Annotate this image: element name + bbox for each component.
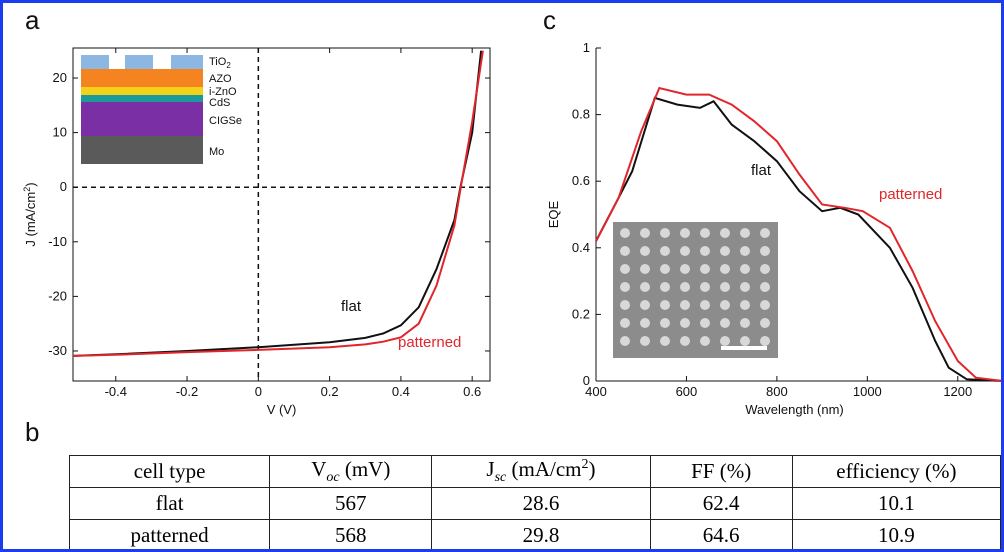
series-label: patterned: [879, 186, 942, 203]
layer-text: i-ZnO: [209, 86, 237, 98]
layer-label: CIGSe: [209, 115, 242, 127]
y-tick-label: 20: [53, 70, 67, 85]
series-label: flat: [751, 162, 772, 179]
header-cell: Jsc (mA/cm2): [431, 455, 651, 488]
y-label-part: ): [23, 182, 38, 186]
layer-label: CdS: [209, 97, 230, 109]
layer-label: TiO2: [209, 56, 231, 70]
x-tick-label: 600: [676, 384, 698, 399]
cell: 567: [269, 487, 433, 520]
cell: 29.8: [431, 519, 651, 549]
series-label: patterned: [398, 334, 461, 351]
y-tick-label: 0: [583, 373, 590, 388]
cell: 568: [269, 519, 433, 549]
header-sub: oc: [326, 470, 340, 486]
x-tick-label: 400: [585, 384, 607, 399]
layer-stack: [81, 55, 203, 164]
header-cell: Voc (mV): [269, 455, 433, 488]
panel-label: b: [25, 417, 39, 447]
y-tick-label: 0.4: [572, 240, 590, 255]
panel-label: a: [25, 5, 40, 35]
y-tick-label: 0: [60, 179, 67, 194]
header-text: efficiency (%): [836, 459, 957, 483]
y-tick-label: -10: [48, 234, 67, 249]
cell: 10.9: [791, 519, 1001, 549]
y-tick-label: 0.2: [572, 306, 590, 321]
y-tick-label: 1: [583, 40, 590, 55]
header-text: FF (%): [691, 459, 752, 483]
y-tick-label: -30: [48, 343, 67, 358]
x-tick-label: 1200: [943, 384, 972, 399]
header-sup: 2: [581, 456, 589, 472]
header-text: J: [486, 456, 495, 481]
header-text: ): [588, 456, 596, 481]
header-text: cell type: [133, 459, 206, 483]
cell: 28.6: [431, 487, 651, 520]
x-axis-label: Wavelength (nm): [745, 402, 844, 417]
y-tick-label: 0.8: [572, 107, 590, 122]
cell: 64.6: [649, 519, 793, 549]
x-tick-label: -0.2: [176, 384, 198, 399]
layer-text: Mo: [209, 146, 224, 158]
layer-text: CdS: [209, 97, 230, 109]
results-table: cell type Voc (mV) Jsc (mA/cm2) FF (%) e…: [68, 455, 1001, 549]
layer-text: AZO: [209, 73, 232, 85]
layer-label: Mo: [209, 146, 224, 158]
layer-text: TiO: [209, 56, 227, 68]
y-tick-label: -20: [48, 288, 67, 303]
cell: 62.4: [649, 487, 793, 520]
series-label: flat: [341, 298, 362, 315]
x-tick-label: 0: [255, 384, 262, 399]
x-tick-label: -0.4: [105, 384, 127, 399]
series-line: [595, 96, 1001, 382]
cell: flat: [68, 487, 271, 520]
charts: a c b -0.4 -0.2 0 0.2 0.4 0.6-30-20-1001020V …: [22, 5, 1001, 447]
layer-sub: 2: [226, 61, 231, 70]
header-cell: cell type: [68, 455, 271, 488]
header-sub: sc: [494, 470, 507, 486]
x-tick-label: 0.4: [392, 384, 410, 399]
header-text: (mA/cm: [506, 456, 582, 481]
axes-frame: [72, 47, 491, 382]
panel-label: c: [543, 5, 556, 35]
y-label-part: EQE: [546, 200, 561, 228]
y-label-part: 2: [22, 187, 32, 192]
layer-text: CIGSe: [209, 115, 242, 127]
header-cell: efficiency (%): [791, 455, 1001, 488]
header-text: (mV): [339, 456, 391, 481]
series-line: [72, 50, 484, 357]
x-axis-label: V (V): [267, 402, 297, 417]
layer-label: AZO: [209, 73, 232, 85]
y-tick-label: 0.6: [572, 173, 590, 188]
x-tick-label: 800: [766, 384, 788, 399]
layer-label: i-ZnO: [209, 86, 237, 98]
series-line: [595, 86, 1001, 382]
y-axis-label: EQE: [546, 200, 561, 228]
y-axis-label: J (mA/cm2): [22, 182, 38, 246]
y-tick-label: 10: [53, 125, 67, 140]
x-tick-label: 1000: [853, 384, 882, 399]
header-text: V: [311, 456, 327, 481]
sem-image: [613, 222, 778, 358]
x-tick-label: 0.2: [321, 384, 339, 399]
cell: 10.1: [791, 487, 1001, 520]
y-label-part: J (mA/cm: [23, 192, 38, 247]
cell: patterned: [68, 519, 271, 549]
header-cell: FF (%): [649, 455, 793, 488]
x-tick-label: 0.6: [463, 384, 481, 399]
